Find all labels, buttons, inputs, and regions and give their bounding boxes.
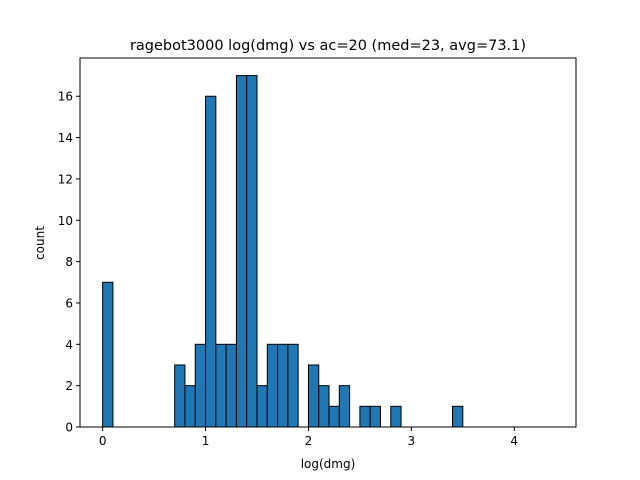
histogram-bar-15 [328, 405, 340, 428]
histogram-bar-0 [102, 281, 114, 428]
histogram-bar-13 [307, 364, 320, 428]
histogram-bar-9 [256, 385, 268, 428]
histogram-bar-17 [359, 405, 371, 428]
y-tick-label-8: 8 [65, 255, 73, 269]
histogram-bar-5 [215, 343, 227, 428]
histogram-bar-14 [318, 385, 330, 428]
histogram-bar-3 [194, 343, 207, 428]
y-ticks-group: 0 2 4 6 8 10 12 14 16 [58, 90, 80, 435]
x-tick-label-0: 0 [99, 434, 107, 448]
histogram-bar-6 [225, 343, 237, 428]
histogram-bar-8 [246, 75, 258, 428]
y-tick-label-16: 16 [58, 90, 73, 104]
y-tick-label-6: 6 [65, 296, 73, 310]
histogram-bar-1 [174, 364, 186, 428]
x-tick-label-2: 2 [305, 434, 313, 448]
x-tick-label-3: 3 [408, 434, 416, 448]
histogram-bar-2 [184, 385, 196, 428]
y-tick-label-14: 14 [58, 131, 73, 145]
y-tick-label-4: 4 [65, 338, 73, 352]
chart-title: ragebot3000 log(dmg) vs ac=20 (med=23, a… [130, 38, 526, 54]
histogram-bar-11 [277, 343, 289, 428]
axes-group [79, 57, 577, 428]
histogram-bar-7 [235, 75, 248, 428]
y-tick-label-0: 0 [65, 421, 73, 435]
histogram-bar-4 [205, 95, 217, 428]
histogram-bar-16 [338, 385, 351, 428]
y-axis-label: count [33, 226, 47, 260]
y-tick-label-2: 2 [65, 379, 73, 393]
y-tick-label-10: 10 [58, 214, 73, 228]
histogram-bar-20 [452, 405, 464, 428]
histogram-bar-10 [266, 343, 279, 428]
histogram-bar-18 [369, 405, 381, 428]
histogram-bar-19 [390, 405, 402, 428]
histogram-bar-12 [287, 343, 299, 428]
x-tick-label-1: 1 [202, 434, 210, 448]
plot-frame [79, 57, 577, 428]
x-tick-label-4: 4 [510, 434, 518, 448]
x-axis-label: log(dmg) [301, 457, 356, 471]
bars-group [102, 75, 464, 428]
x-ticks-group: 0 1 2 3 4 [99, 427, 518, 448]
y-tick-label-12: 12 [58, 172, 73, 186]
